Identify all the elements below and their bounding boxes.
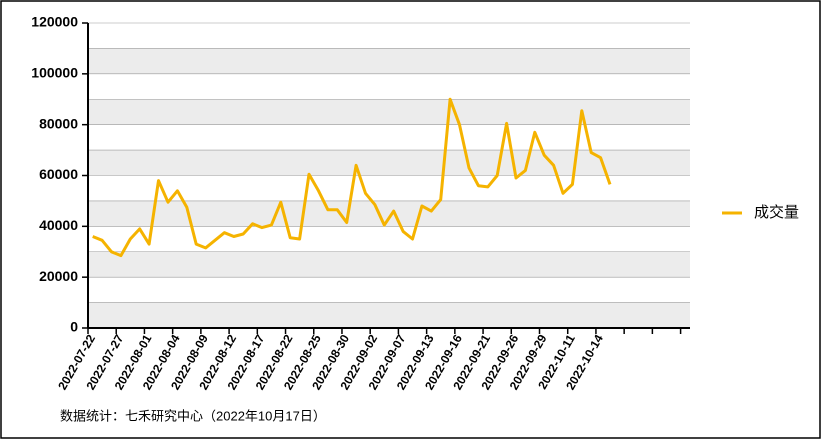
band [88, 99, 690, 125]
y-tick-label: 60000 [39, 166, 78, 182]
y-tick-label: 20000 [39, 268, 78, 284]
band [88, 48, 690, 74]
y-tick-label: 40000 [39, 217, 78, 233]
band [88, 200, 690, 227]
y-tick-label: 100000 [31, 65, 78, 81]
y-tick-label: 80000 [39, 115, 78, 131]
line [92, 97, 612, 258]
footnote: 数据统计：七禾研究中心（2022年10月17日） [60, 408, 326, 423]
band [88, 302, 690, 328]
bands [88, 48, 690, 328]
y-tick-label: 0 [70, 319, 78, 335]
band [88, 251, 690, 278]
y-tick-label: 120000 [31, 14, 78, 30]
band [88, 150, 690, 176]
legend-label: 成交量 [754, 203, 799, 221]
